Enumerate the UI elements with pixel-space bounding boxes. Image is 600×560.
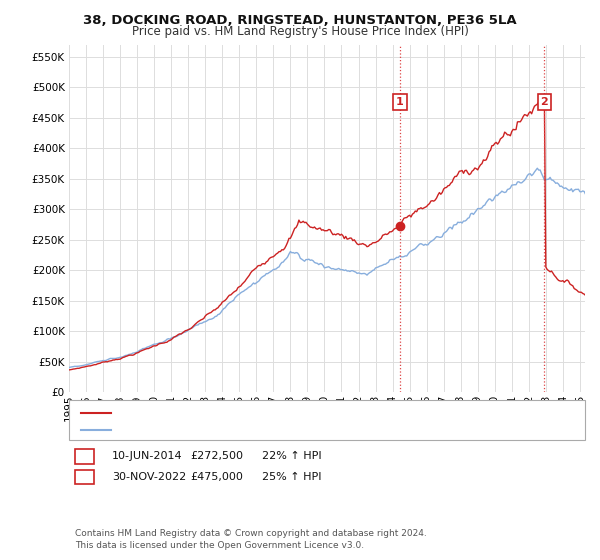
Text: Price paid vs. HM Land Registry's House Price Index (HPI): Price paid vs. HM Land Registry's House … xyxy=(131,25,469,38)
Text: 38, DOCKING ROAD, RINGSTEAD, HUNSTANTON, PE36 5LA: 38, DOCKING ROAD, RINGSTEAD, HUNSTANTON,… xyxy=(83,14,517,27)
Text: 1: 1 xyxy=(396,97,404,107)
Text: 30-NOV-2022: 30-NOV-2022 xyxy=(112,472,187,482)
Text: £272,500: £272,500 xyxy=(190,451,243,461)
Text: 1: 1 xyxy=(81,451,88,461)
Text: HPI: Average price, detached house, King's Lynn and West Norfolk: HPI: Average price, detached house, King… xyxy=(120,424,449,435)
Text: £475,000: £475,000 xyxy=(190,472,243,482)
Text: 2: 2 xyxy=(81,472,88,482)
Text: 2: 2 xyxy=(541,97,548,107)
Text: 25% ↑ HPI: 25% ↑ HPI xyxy=(262,472,322,482)
Text: 22% ↑ HPI: 22% ↑ HPI xyxy=(262,451,322,461)
Text: 10-JUN-2014: 10-JUN-2014 xyxy=(112,451,183,461)
Text: Contains HM Land Registry data © Crown copyright and database right 2024.
This d: Contains HM Land Registry data © Crown c… xyxy=(75,529,427,550)
Text: 38, DOCKING ROAD, RINGSTEAD, HUNSTANTON, PE36 5LA (detached house): 38, DOCKING ROAD, RINGSTEAD, HUNSTANTON,… xyxy=(120,408,502,418)
